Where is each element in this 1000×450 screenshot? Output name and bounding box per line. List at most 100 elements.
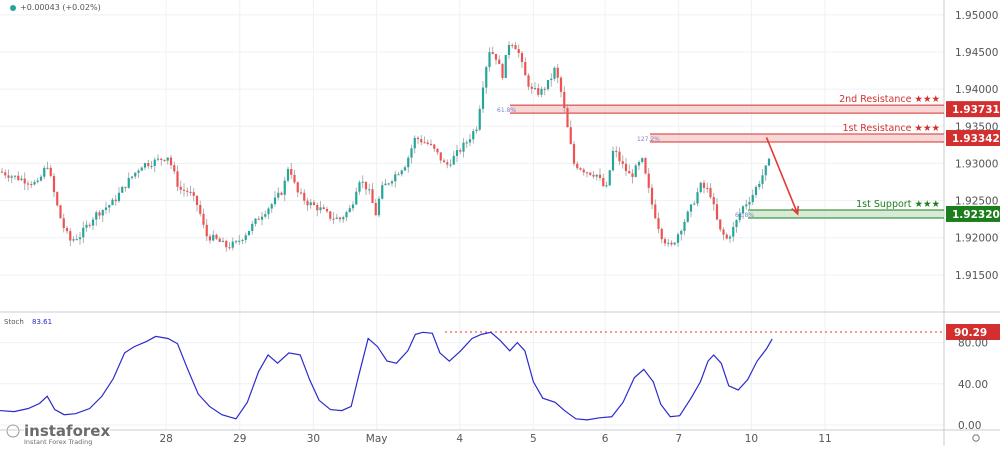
price-tag <box>946 130 1000 147</box>
candle <box>173 165 176 172</box>
candle <box>371 189 374 203</box>
candle <box>475 129 478 132</box>
candle <box>442 160 446 163</box>
candle <box>468 139 472 143</box>
candle <box>585 172 589 174</box>
candle <box>745 204 748 207</box>
candle <box>673 242 676 245</box>
candle <box>650 187 654 205</box>
candle <box>374 202 377 216</box>
candle <box>212 234 215 241</box>
candle <box>62 218 65 229</box>
candle <box>364 181 368 190</box>
candle <box>397 174 400 176</box>
candle <box>732 226 735 237</box>
candle <box>611 150 615 171</box>
candle <box>472 131 475 140</box>
candle <box>494 53 498 60</box>
candle <box>670 242 673 245</box>
candle <box>296 182 299 193</box>
candle <box>329 211 332 219</box>
candle <box>293 174 296 183</box>
candle <box>485 67 488 88</box>
candle <box>189 191 192 193</box>
candle <box>641 158 644 162</box>
candle <box>595 174 598 177</box>
candle <box>663 239 667 244</box>
x-tick-label: 11 <box>818 433 831 445</box>
candle <box>150 165 153 167</box>
candle <box>647 173 650 188</box>
candle <box>101 209 104 216</box>
candle <box>277 192 280 198</box>
candle <box>72 239 75 241</box>
candle <box>702 182 706 188</box>
candle <box>728 236 732 239</box>
fib-label: 61.8% <box>497 107 516 114</box>
y-tick-label: 1.93000 <box>955 158 998 170</box>
candle <box>238 240 241 242</box>
candle <box>88 224 91 226</box>
candle <box>316 205 319 211</box>
candle <box>325 208 329 212</box>
candle <box>286 169 290 181</box>
candle <box>166 157 169 161</box>
candle <box>624 163 628 172</box>
candle <box>121 186 124 193</box>
candle <box>7 175 10 178</box>
candle <box>553 67 556 79</box>
candle <box>676 234 680 243</box>
candle <box>381 185 384 199</box>
candle <box>56 192 59 206</box>
candle <box>169 157 173 166</box>
level-label: 1st Support ★★★ <box>856 199 940 210</box>
candle <box>43 167 46 177</box>
x-tick-label: 28 <box>159 433 172 445</box>
candle <box>748 202 751 205</box>
stoch-y-tick: 80.00 <box>958 338 988 350</box>
candle <box>228 247 231 249</box>
candle <box>546 80 550 90</box>
chart-header: +0.00043 (+0.02%) <box>10 3 101 12</box>
candle <box>231 241 234 248</box>
candle <box>192 192 195 196</box>
candle <box>49 167 52 176</box>
candle <box>251 223 254 231</box>
candle <box>368 189 371 191</box>
candle <box>394 174 397 182</box>
candle <box>501 64 504 78</box>
candle <box>46 167 49 169</box>
candle <box>202 213 205 225</box>
candle <box>130 176 134 178</box>
candle <box>621 161 624 164</box>
candle <box>572 144 576 164</box>
candle <box>195 195 199 206</box>
candle <box>26 183 30 185</box>
candle <box>338 217 342 220</box>
candle <box>514 45 517 50</box>
level-label: 1st Resistance ★★★ <box>842 123 940 134</box>
x-tick-label: 4 <box>456 433 463 445</box>
candle <box>722 229 725 235</box>
y-tick-label: 1.92000 <box>955 233 998 245</box>
candle <box>124 186 127 188</box>
candle <box>95 212 98 220</box>
candle <box>605 185 608 187</box>
candle <box>59 205 62 219</box>
y-tick-label: 1.94000 <box>955 84 998 96</box>
candle <box>91 219 95 226</box>
candle <box>478 108 481 130</box>
candle <box>407 157 410 168</box>
candle <box>410 148 413 158</box>
candle <box>569 127 572 145</box>
candle <box>205 224 208 237</box>
candle <box>592 174 595 177</box>
candle <box>33 181 36 185</box>
watermark-tagline: Instant Forex Trading <box>24 438 92 446</box>
y-tick-label: 1.94500 <box>955 47 998 59</box>
candle <box>179 186 182 190</box>
candle <box>30 183 33 185</box>
candle <box>342 217 345 220</box>
fib-label: 127.2% <box>637 136 660 143</box>
